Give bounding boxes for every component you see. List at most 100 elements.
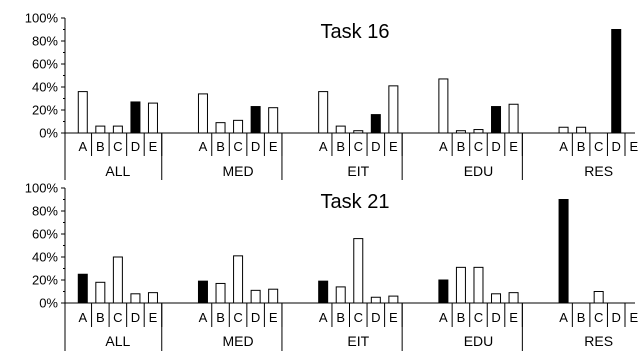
bar-med-d xyxy=(250,106,261,134)
y-tick-label: 80% xyxy=(32,204,58,219)
category-label: B xyxy=(336,139,345,154)
y-tick-label: 60% xyxy=(32,227,58,242)
bar-eit-e xyxy=(388,295,399,304)
y-tick-label: 20% xyxy=(32,103,58,118)
category-label: E xyxy=(509,139,518,154)
category-label: E xyxy=(269,139,278,154)
bar-eit-a xyxy=(318,91,329,134)
category-label: C xyxy=(594,139,603,154)
bar-all-c xyxy=(112,125,123,134)
category-label: E xyxy=(629,139,638,154)
category-label: A xyxy=(439,139,448,154)
bar-res-a xyxy=(558,199,569,304)
category-label: B xyxy=(216,139,225,154)
y-tick-label: 0% xyxy=(39,296,58,311)
y-tick-label: 80% xyxy=(32,34,58,49)
bar-eit-c xyxy=(353,238,364,304)
bar-edu-a xyxy=(438,279,449,304)
bar-all-e xyxy=(147,292,158,304)
bar-med-b xyxy=(215,282,226,304)
bar-edu-c xyxy=(473,266,484,304)
group-label-edu: EDU xyxy=(464,163,494,179)
category-label: C xyxy=(474,139,483,154)
bar-all-a xyxy=(77,273,88,304)
category-label: B xyxy=(577,310,586,325)
bar-edu-c xyxy=(473,129,484,134)
bar-edu-d xyxy=(491,293,502,304)
category-label: D xyxy=(251,310,260,325)
bar-med-a xyxy=(197,280,208,304)
category-label: E xyxy=(629,310,638,325)
group-label-res: RES xyxy=(584,163,613,179)
category-label: C xyxy=(113,139,122,154)
bar-med-e xyxy=(268,288,279,304)
bar-eit-d xyxy=(370,114,381,134)
bar-med-c xyxy=(233,119,244,134)
y-tick-label: 60% xyxy=(32,57,58,72)
category-label: E xyxy=(269,310,278,325)
bar-all-b xyxy=(95,125,106,134)
y-tick-label: 20% xyxy=(32,273,58,288)
category-label: C xyxy=(354,310,363,325)
bar-med-a xyxy=(197,93,208,134)
category-label: D xyxy=(491,310,500,325)
category-label: A xyxy=(199,310,208,325)
bar-edu-e xyxy=(508,103,519,134)
bar-eit-a xyxy=(318,280,329,304)
y-tick-label: 100% xyxy=(25,11,59,26)
category-label: B xyxy=(577,139,586,154)
group-label-eit: EIT xyxy=(347,333,369,349)
category-label: C xyxy=(113,310,122,325)
bar-edu-d xyxy=(491,106,502,134)
bar-eit-e xyxy=(388,85,399,134)
category-label: A xyxy=(559,139,568,154)
category-label: E xyxy=(149,139,158,154)
category-label: A xyxy=(78,139,87,154)
category-label: D xyxy=(251,139,260,154)
category-label: E xyxy=(509,310,518,325)
group-label-all: ALL xyxy=(105,163,130,179)
group-label-eit: EIT xyxy=(347,163,369,179)
category-label: B xyxy=(216,310,225,325)
category-label: D xyxy=(612,139,621,154)
category-label: B xyxy=(336,310,345,325)
category-label: A xyxy=(199,139,208,154)
y-tick-label: 40% xyxy=(32,250,58,265)
category-label: C xyxy=(233,139,242,154)
bar-all-d xyxy=(130,293,141,304)
bar-med-c xyxy=(233,255,244,304)
bar-med-e xyxy=(268,107,279,134)
bar-all-d xyxy=(130,101,141,134)
bar-edu-b xyxy=(455,130,466,134)
bar-edu-a xyxy=(438,78,449,134)
bar-all-c xyxy=(112,256,123,304)
bar-all-a xyxy=(77,91,88,134)
category-label: D xyxy=(371,310,380,325)
category-label: A xyxy=(559,310,568,325)
category-label: D xyxy=(612,310,621,325)
bar-res-a xyxy=(558,126,569,134)
category-label: A xyxy=(78,310,87,325)
category-label: B xyxy=(96,310,105,325)
bar-all-e xyxy=(147,102,158,134)
category-label: C xyxy=(594,310,603,325)
bar-med-b xyxy=(215,122,226,134)
bar-eit-b xyxy=(335,125,346,134)
bar-edu-e xyxy=(508,292,519,304)
category-label: C xyxy=(474,310,483,325)
group-label-med: MED xyxy=(223,333,254,349)
y-tick-label: 100% xyxy=(25,181,59,196)
chart-title: Task 21 xyxy=(321,191,390,213)
category-label: E xyxy=(389,139,398,154)
bar-eit-b xyxy=(335,286,346,304)
category-label: A xyxy=(439,310,448,325)
y-tick-label: 40% xyxy=(32,80,58,95)
chart-title: Task 16 xyxy=(321,21,390,43)
category-label: D xyxy=(371,139,380,154)
category-label: B xyxy=(457,139,466,154)
y-tick-label: 0% xyxy=(39,126,58,141)
bar-eit-d xyxy=(370,296,381,304)
